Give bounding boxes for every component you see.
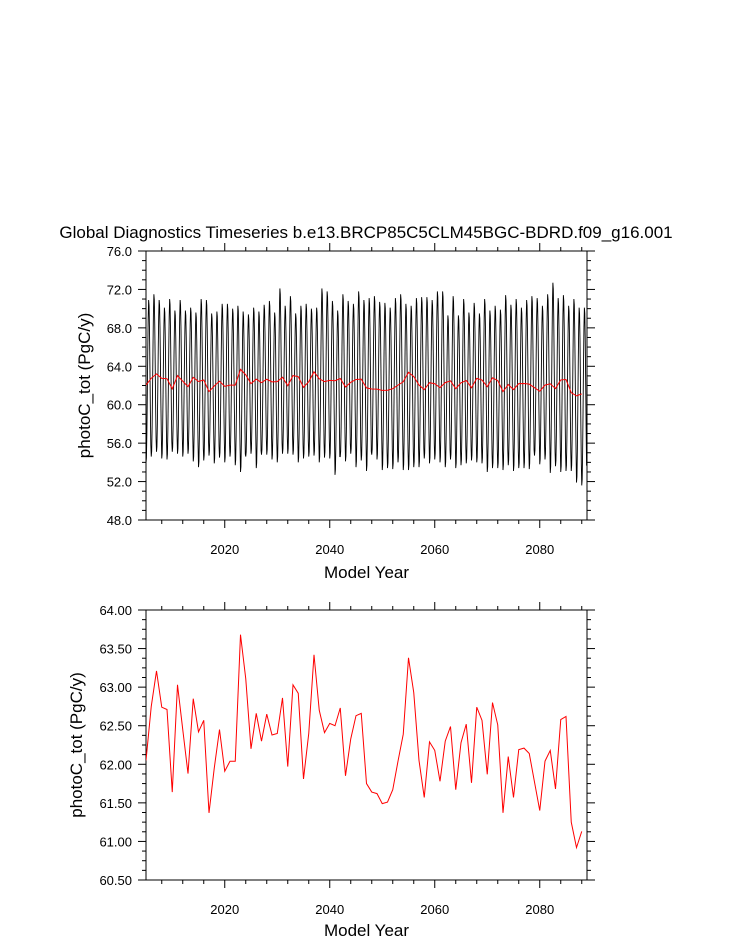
monthly-series-line — [146, 282, 587, 486]
x-tick-label: 2080 — [525, 902, 554, 917]
x-tick-label: 2040 — [315, 542, 344, 557]
y-axis-title: photoC_tot (PgC/y) — [75, 313, 94, 459]
annual-mean-line — [146, 634, 583, 850]
annual-mean-line-top — [146, 368, 582, 397]
x-tick-label: 2080 — [525, 542, 554, 557]
chart-title: Global Diagnostics Timeseries b.e13.BRCP… — [59, 223, 672, 242]
y-tick-label: 62.50 — [99, 719, 132, 734]
y-axis-title: photoC_tot (PgC/y) — [67, 672, 86, 818]
x-tick-label: 2060 — [420, 542, 449, 557]
y-tick-label: 64.0 — [107, 359, 132, 374]
y-tick-label: 72.0 — [107, 282, 132, 297]
y-tick-label: 48.0 — [107, 513, 132, 528]
y-tick-label: 68.0 — [107, 321, 132, 336]
plot-frame — [145, 609, 588, 881]
x-tick-label: 2020 — [210, 902, 239, 917]
y-tick-label: 76.0 — [107, 244, 132, 259]
y-tick-label: 64.00 — [99, 603, 132, 618]
bottom-panel: 2020 2040 2060 2080 60.50 61.00 61.50 62.00 62.5… — [67, 602, 595, 940]
y-tick-label: 56.0 — [107, 436, 132, 451]
y-tick-label: 60.50 — [99, 873, 132, 888]
y-tick-label: 61.50 — [99, 796, 132, 811]
y-tick-label: 61.00 — [99, 834, 132, 849]
x-tick-label: 2020 — [210, 542, 239, 557]
x-tick-label: 2040 — [315, 902, 344, 917]
y-tick-label: 52.0 — [107, 475, 132, 490]
plot-frame — [145, 250, 588, 521]
x-tick-label: 2060 — [420, 902, 449, 917]
y-tick-label: 60.0 — [107, 398, 132, 413]
x-axis-title: Model Year — [324, 921, 409, 940]
y-tick-label: 62.00 — [99, 757, 132, 772]
x-axis-title: Model Year — [324, 563, 409, 582]
top-panel: 2020 2040 2060 2080 48.0 52.0 56.0 60.0 64.0 68.0… — [75, 243, 595, 582]
y-tick-label: 63.50 — [99, 642, 132, 657]
y-tick-label: 63.00 — [99, 680, 132, 695]
